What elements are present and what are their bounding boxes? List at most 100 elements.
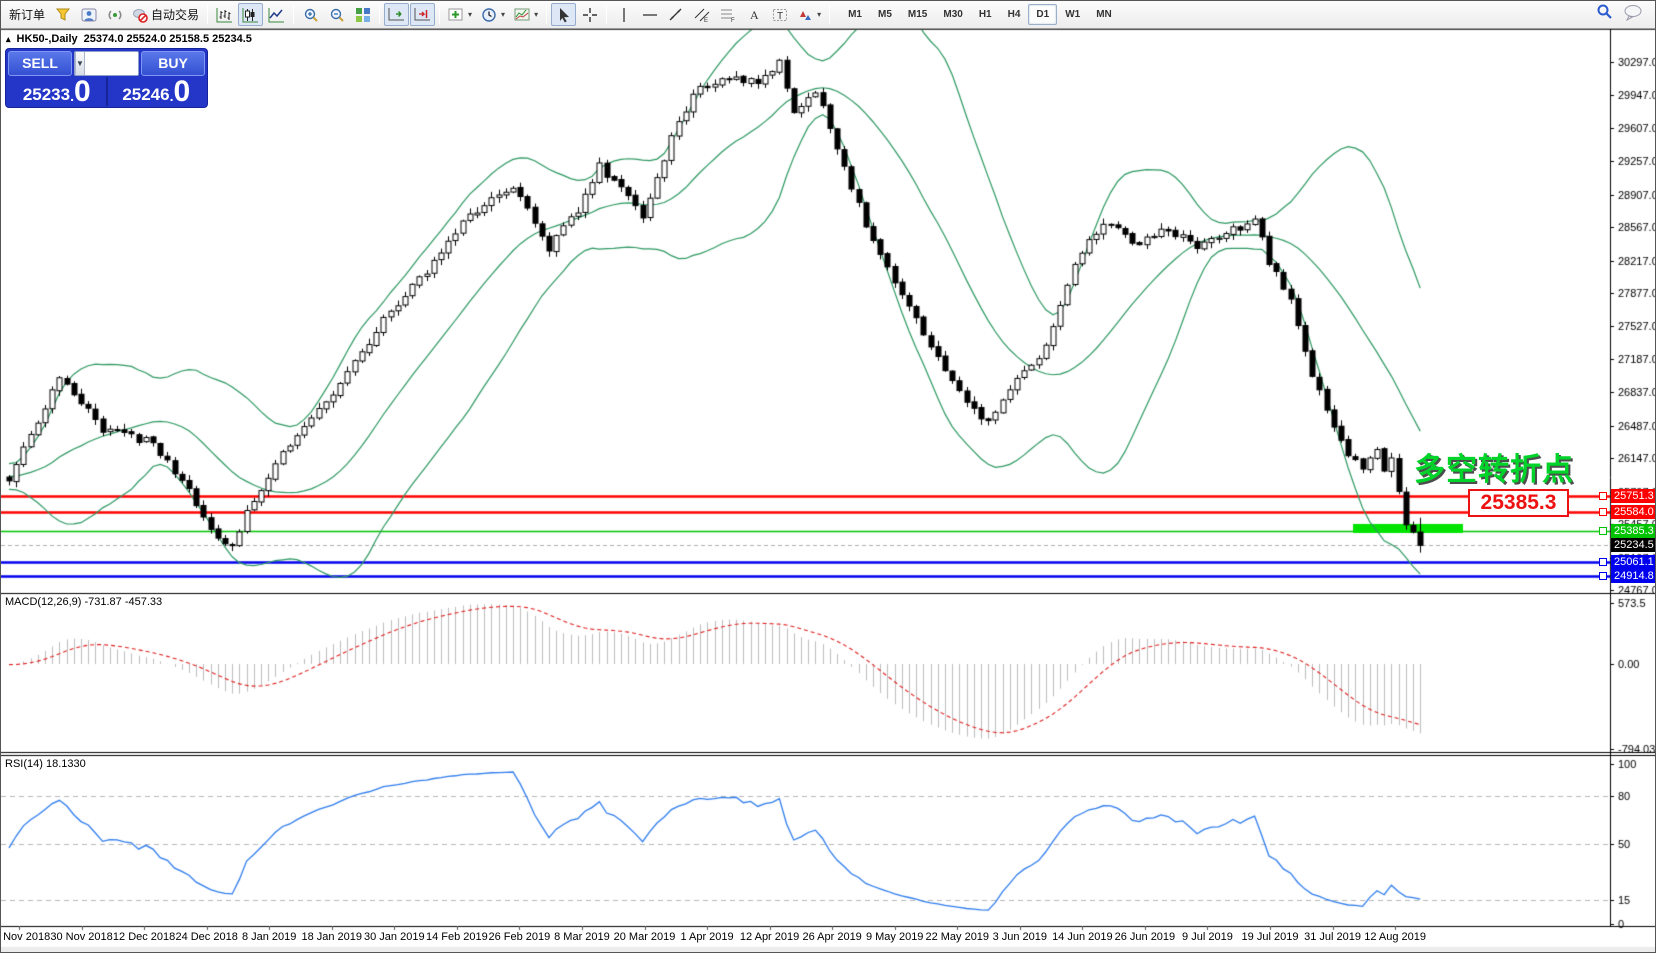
ohlc-values: 25374.0 25524.0 25158.5 25234.5 bbox=[83, 33, 252, 45]
sell-price[interactable]: 25233 . 0 bbox=[8, 75, 106, 108]
chart-shift-button[interactable] bbox=[410, 3, 436, 26]
candlestick-chart-button[interactable] bbox=[238, 3, 264, 26]
dropdown-caret-icon: ▾ bbox=[534, 10, 539, 19]
chat-icon[interactable] bbox=[1623, 4, 1643, 26]
symbol-period-label: HK50-,Daily bbox=[16, 33, 78, 45]
line-chart-button[interactable] bbox=[264, 3, 289, 26]
dropdown-caret-icon: ▾ bbox=[501, 10, 506, 19]
sell-button[interactable]: SELL bbox=[8, 51, 72, 76]
date-tick-label: 3 Jun 2019 bbox=[992, 931, 1048, 943]
signal-icon[interactable] bbox=[102, 3, 127, 26]
buy-price[interactable]: 25246 . 0 bbox=[105, 75, 206, 108]
turning-point-annotation[interactable]: 多空转折点 bbox=[1414, 452, 1574, 487]
date-tick-label: 31 Jul 2019 bbox=[1304, 931, 1361, 943]
date-tick-label: 30 Jan 2019 bbox=[364, 931, 425, 943]
timeframe-group: M1 M5 M15 M30 H1 H4 D1 W1 MN bbox=[840, 4, 1120, 25]
volume-stepper: ▼ ▲ bbox=[74, 51, 139, 76]
line-anchor-marker[interactable] bbox=[1599, 558, 1607, 566]
toolbar-separator bbox=[606, 5, 608, 24]
toolbar-right-group bbox=[1595, 3, 1651, 26]
toolbar-separator bbox=[379, 5, 381, 24]
add-indicator-button[interactable]: ▾ bbox=[444, 3, 476, 26]
new-order-label: 新订单 bbox=[9, 8, 46, 22]
date-tick-label: 1 Apr 2019 bbox=[680, 931, 734, 943]
date-tick-label: 14 Feb 2019 bbox=[425, 931, 488, 943]
price-callout-box[interactable]: 25385.3 bbox=[1468, 489, 1569, 517]
zoom-in-button[interactable] bbox=[298, 3, 323, 26]
svg-text:T: T bbox=[777, 11, 783, 22]
date-tick-label: 20 Mar 2019 bbox=[613, 931, 676, 943]
svg-text:E: E bbox=[704, 18, 708, 23]
line-anchor-marker[interactable] bbox=[1599, 508, 1607, 516]
date-tick-label: 8 Mar 2019 bbox=[554, 931, 610, 943]
profile-icon[interactable] bbox=[76, 3, 101, 26]
toolbar-separator bbox=[207, 5, 209, 24]
auto-trading-label: 自动交易 bbox=[151, 8, 200, 22]
line-anchor-marker[interactable] bbox=[1599, 527, 1607, 535]
date-tick-label: 9 Jul 2019 bbox=[1182, 931, 1233, 943]
timeframe-M15[interactable]: M15 bbox=[907, 9, 928, 20]
toolbar-separator bbox=[546, 5, 548, 24]
buy-price-dot: . bbox=[169, 88, 174, 104]
horizontal-line-tool-button[interactable] bbox=[637, 3, 662, 26]
svg-text:A: A bbox=[750, 8, 759, 22]
zoom-out-button[interactable] bbox=[324, 3, 349, 26]
timeframe-D1[interactable]: D1 bbox=[1028, 4, 1058, 25]
timeframe-H1[interactable]: H1 bbox=[978, 9, 992, 20]
date-tick-label: 12 Dec 2018 bbox=[112, 931, 176, 943]
bar-chart-button[interactable] bbox=[212, 3, 237, 26]
timeframe-MN[interactable]: MN bbox=[1096, 9, 1112, 20]
date-tick-label: 26 Apr 2019 bbox=[802, 931, 862, 943]
price-line-label: 25584.0 bbox=[1611, 505, 1655, 519]
new-order-icon[interactable] bbox=[50, 3, 75, 26]
timeframe-M30[interactable]: M30 bbox=[943, 9, 963, 20]
date-tick-label: 12 Apr 2019 bbox=[739, 931, 800, 943]
sell-price-dot: . bbox=[70, 88, 74, 104]
line-anchor-marker[interactable] bbox=[1599, 492, 1607, 500]
channel-tool-button[interactable]: E bbox=[689, 3, 714, 26]
timeframe-W1[interactable]: W1 bbox=[1065, 9, 1081, 20]
buy-price-main: 25246 bbox=[122, 85, 170, 104]
date-tick-label: 26 Feb 2019 bbox=[488, 931, 551, 943]
timeframe-M5[interactable]: M5 bbox=[878, 9, 892, 20]
line-anchor-marker[interactable] bbox=[1599, 572, 1607, 580]
templates-button[interactable]: ▾ bbox=[510, 3, 542, 26]
timeframe-H4[interactable]: H4 bbox=[1007, 9, 1021, 20]
price-line-label: 25751.3 bbox=[1611, 489, 1655, 503]
toolbar-separator bbox=[293, 5, 295, 24]
volume-decrease-button[interactable]: ▼ bbox=[75, 52, 85, 75]
timeframe-M1[interactable]: M1 bbox=[848, 9, 862, 20]
rsi-indicator-label: RSI(14) 18.1330 bbox=[5, 758, 86, 770]
cursor-tool-button[interactable] bbox=[551, 3, 577, 26]
auto-scroll-button[interactable] bbox=[384, 3, 410, 26]
volume-input[interactable] bbox=[84, 52, 138, 75]
chart-title: ▴ HK50-,Daily 25374.0 25524.0 25158.5 25… bbox=[6, 33, 252, 45]
macd-indicator-label: MACD(12,26,9) -731.87 -457.33 bbox=[5, 596, 163, 608]
buy-button[interactable]: BUY bbox=[141, 51, 205, 76]
vertical-line-tool-button[interactable] bbox=[611, 3, 636, 26]
search-icon[interactable] bbox=[1595, 3, 1613, 26]
fibonacci-tool-button[interactable]: F bbox=[715, 3, 740, 26]
collapse-panel-icon[interactable]: ▴ bbox=[6, 33, 11, 44]
auto-trading-button[interactable]: 自动交易 bbox=[128, 3, 203, 26]
date-tick-label: 20 Nov 2018 bbox=[1, 931, 51, 943]
sell-price-main: 25233 bbox=[22, 85, 71, 104]
text-tool-button[interactable]: A bbox=[741, 3, 766, 26]
buy-price-pip: 0 bbox=[173, 75, 191, 108]
arrows-tool-button[interactable]: ▾ bbox=[793, 3, 825, 26]
text-label-tool-button[interactable]: T bbox=[767, 3, 792, 26]
date-tick-label: 9 May 2019 bbox=[865, 931, 924, 943]
new-order-button[interactable]: 新订单 bbox=[5, 3, 49, 26]
trendline-tool-button[interactable] bbox=[663, 3, 688, 26]
date-tick-label: 8 Jan 2019 bbox=[241, 931, 297, 943]
one-click-trading-panel: SELL ▼ ▲ BUY 25233 . 0 25246 . 0 bbox=[5, 48, 208, 108]
tile-windows-button[interactable] bbox=[350, 3, 375, 26]
price-line-label: 25385.3 bbox=[1611, 524, 1655, 538]
dropdown-caret-icon: ▾ bbox=[817, 10, 822, 19]
toolbar-separator bbox=[439, 5, 441, 24]
crosshair-tool-button[interactable] bbox=[577, 3, 602, 26]
periods-button[interactable]: ▾ bbox=[477, 3, 509, 26]
sell-price-pip: 0 bbox=[73, 75, 91, 108]
